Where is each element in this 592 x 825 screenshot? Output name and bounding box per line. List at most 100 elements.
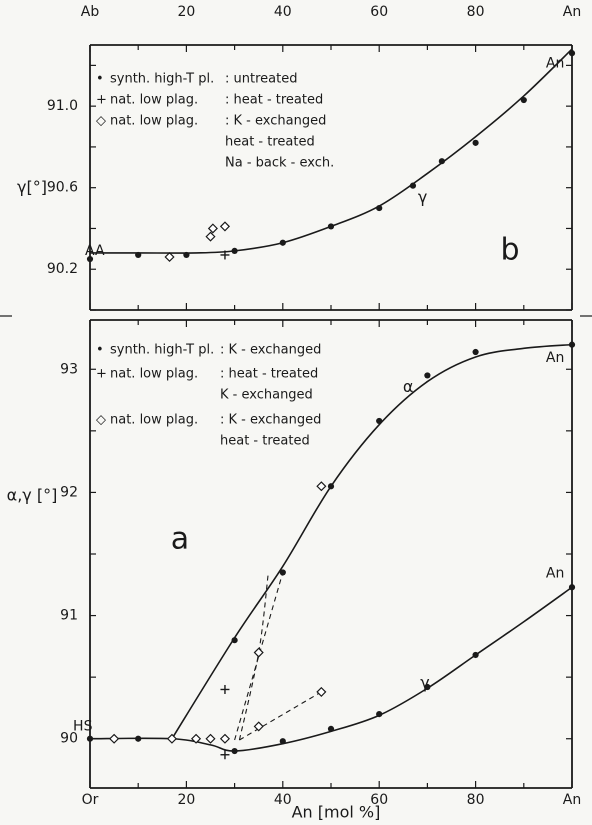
a-y-tick-label-0: 90 [60,731,78,747]
a-dot-point-0-0 [86,735,94,742]
b-annotation-0: AA [85,243,105,259]
b-dot-point-0-3 [231,247,238,254]
a-curve-0 [171,343,573,740]
a-diamond-point-2-7 [316,686,327,697]
b-dot-point-0-0 [86,255,94,263]
a-curve-4 [239,691,322,741]
a-legend-marker-1: + [96,367,107,382]
a-plus-point-1-1 [220,750,230,760]
b-diamond-point-2-0 [164,251,175,263]
b-plus-point-1-0 [220,250,230,260]
a-y-tick-label-2: 92 [60,484,78,500]
b-diamond-point-2-1 [205,231,216,242]
a-legend-sample-1: nat. low plag. [110,367,198,382]
b-legend-treatment-2-2: Na - back - exch. [225,156,334,171]
b-legend-treatment-2-1: heat - treated [225,135,315,150]
b-x-tick-label-4: 80 [467,4,485,20]
a-dot-point-0-7 [424,683,431,691]
a-legend-treatment-1-1: K - exchanged [220,388,313,403]
b-legend-sample-0: synth. high-T pl. [110,72,214,87]
a-x-tick-label-5: An [563,792,581,808]
b-dot-point-0-5 [327,223,335,230]
b-x-tick-label-3: 60 [370,4,388,20]
a-dot-point-0-14 [424,372,431,379]
b-legend-marker-1: + [96,93,107,108]
b-x-tick-label-0: Ab [81,4,100,20]
a-dot-point-0-5 [327,725,335,732]
a-annotation-0: HS [73,718,93,734]
a-diamond-point-2-4 [219,733,231,744]
b-y-tick-label-0: 90.2 [47,261,78,277]
b-legend-marker-0: • [96,72,104,87]
a-legend-treatment-2-0: : K - exchanged [220,413,321,428]
a-legend-sample-2: nat. low plag. [110,413,198,428]
a-dot-point-0-3 [231,747,238,755]
a-dot-point-0-12 [327,483,335,490]
a-dot-point-0-13 [376,417,383,425]
b-y-tick-label-2: 91.0 [47,98,78,114]
a-panel-label: a [171,522,189,557]
a-dot-point-0-10 [231,637,238,644]
a-dot-point-0-4 [279,738,286,745]
a-y-axis-title: α,γ [°] [7,486,58,505]
b-x-tick-label-5: An [563,4,581,20]
b-dot-point-0-7 [409,182,417,189]
a-x-axis-title: An [mol %] [292,803,381,822]
a-dot-point-0-9 [568,584,576,591]
a-diamond-point-2-1 [166,733,177,744]
a-dot-point-0-1 [135,735,142,742]
a-diamond-point-2-8 [316,481,327,492]
a-annotation-3: α [403,377,414,396]
a-x-tick-label-1: 20 [177,792,195,808]
a-curve-3 [238,572,269,741]
a-diamond-point-2-2 [190,733,202,744]
a-x-tick-label-0: Or [82,792,99,808]
a-dot-point-0-8 [472,651,479,659]
b-legend-treatment-1-0: : heat - treated [225,93,323,108]
b-dot-point-0-10 [520,96,527,104]
b-legend-treatment-2-0: : K - exchanged [225,114,326,129]
a-legend-treatment-1-0: : heat - treated [220,367,318,382]
a-x-tick-label-3: 60 [370,792,388,808]
b-annotation-2: γ [418,187,427,206]
a-annotation-4: γ [420,673,429,692]
b-y-axis-title: γ[°] [17,178,47,197]
b-dot-point-0-1 [135,251,142,259]
a-diamond-point-2-3 [205,733,216,744]
a-legend-treatment-0-0: : K - exchanged [220,343,321,358]
a-legend-sample-0: synth. high-T pl. [110,343,214,358]
b-legend-marker-2: ◇ [96,114,106,129]
a-diamond-point-2-6 [253,647,264,658]
b-diamond-point-2-3 [219,221,231,232]
a-y-tick-label-3: 93 [60,361,78,377]
a-legend-marker-0: • [96,343,104,358]
b-x-tick-label-2: 40 [274,4,292,20]
b-dot-point-0-9 [472,139,479,146]
b-dot-point-0-2 [183,251,190,259]
a-legend-treatment-2-1: heat - treated [220,434,310,449]
b-legend-treatment-0-0: : untreated [225,72,297,87]
a-y-tick-label-1: 91 [60,608,78,624]
a-diamond-point-2-0 [109,733,120,744]
a-dot-point-0-15 [472,348,479,356]
a-plus-point-1-0 [220,684,230,694]
b-legend-sample-1: nat. low plag. [110,93,198,108]
b-diamond-point-2-2 [207,223,218,234]
b-annotation-1: An [546,55,564,71]
b-dot-point-0-4 [279,239,286,246]
a-dot-point-0-6 [376,711,383,718]
a-x-tick-label-4: 80 [467,792,485,808]
b-x-tick-label-1: 20 [177,4,195,20]
b-dot-point-0-11 [568,50,576,57]
b-dot-point-0-6 [376,204,383,212]
b-y-tick-label-1: 90.6 [47,180,78,196]
a-annotation-1: An [546,350,564,366]
b-legend-sample-2: nat. low plag. [110,114,198,129]
a-dot-point-0-16 [568,341,576,348]
a-dot-point-0-11 [279,569,286,576]
a-x-tick-label-2: 40 [274,792,292,808]
a-annotation-2: An [546,566,564,582]
a-diamond-point-2-5 [253,721,264,732]
